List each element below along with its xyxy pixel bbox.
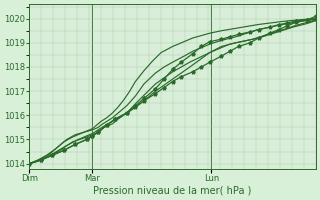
X-axis label: Pression niveau de la mer( hPa ): Pression niveau de la mer( hPa ) bbox=[93, 186, 252, 196]
